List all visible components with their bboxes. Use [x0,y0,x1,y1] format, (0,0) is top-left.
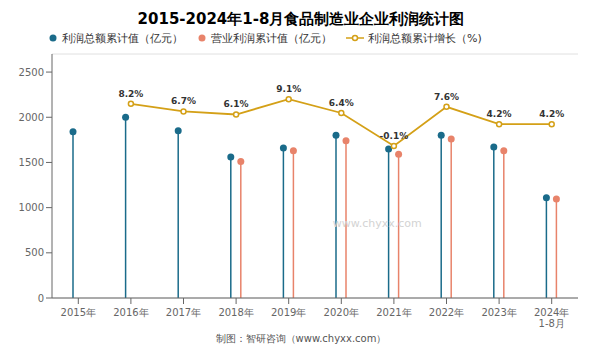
svg-text:6.4%: 6.4% [329,98,354,108]
html-text:制图：智研咨询（www.chyxx.com）: 制图：智研咨询（www.chyxx.com） [215,333,387,344]
html-text:利润总额累计增长（%): 利润总额累计增长（%) [368,31,482,45]
svg-text:0: 0 [38,293,44,304]
svg-text:2022年: 2022年 [429,307,464,318]
svg-text:-0.1%: -0.1% [380,131,409,141]
svg-text:1000: 1000 [19,202,44,213]
svg-text:2000: 2000 [19,112,44,123]
html-text:营业利润累计值（亿元）: 营业利润累计值（亿元） [211,31,332,45]
html-text:www.chyxx.com: www.chyxx.com [332,216,422,230]
svg-text:2018年: 2018年 [218,307,253,318]
svg-text:1500: 1500 [19,157,44,168]
svg-text:7.6%: 7.6% [434,92,459,102]
svg-text:2500: 2500 [19,67,44,78]
svg-text:4.2%: 4.2% [487,109,512,119]
svg-text:2020年: 2020年 [324,307,359,318]
svg-text:8.2%: 8.2% [118,89,143,99]
svg-text:6.1%: 6.1% [224,99,249,109]
svg-text:2019年: 2019年 [271,307,306,318]
svg-text:2017年: 2017年 [166,307,201,318]
html-text:利润总额累计值（亿元）: 利润总额累计值（亿元） [62,31,183,45]
svg-text:2015年: 2015年 [61,307,96,318]
svg-text:2023年: 2023年 [481,307,516,318]
svg-text:2024年1-8月: 2024年1-8月 [534,307,569,329]
svg-text:500: 500 [25,247,44,258]
svg-text:9.1%: 9.1% [276,84,301,94]
html-text:2015-2024年1-8月食品制造业企业利润统计图: 2015-2024年1-8月食品制造业企业利润统计图 [137,10,465,28]
svg-text:4.2%: 4.2% [539,109,564,119]
svg-text:2016年: 2016年 [113,307,148,318]
svg-text:6.7%: 6.7% [171,96,196,106]
svg-text:2021年: 2021年 [376,307,411,318]
